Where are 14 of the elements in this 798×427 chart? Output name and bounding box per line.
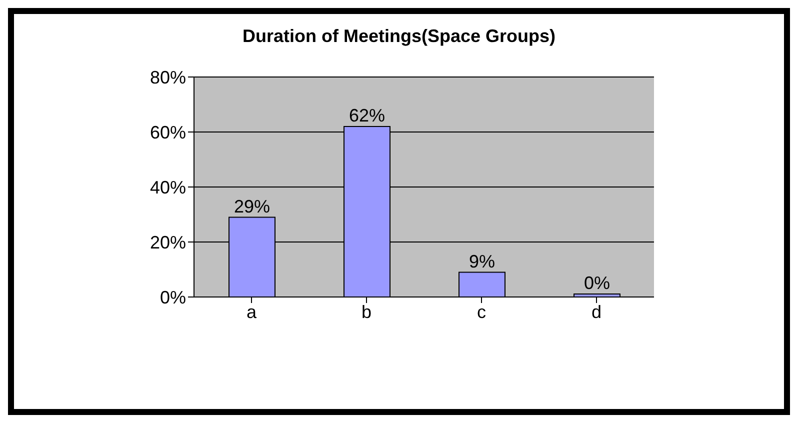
data-label: 9% <box>468 251 496 272</box>
x-tick-label: a <box>246 302 258 322</box>
y-tick-label: 80% <box>150 67 186 88</box>
x-tick-label: c <box>477 302 486 322</box>
data-label: 0% <box>584 273 610 293</box>
data-label: 29% <box>234 196 270 216</box>
x-tick-label: d <box>591 302 602 322</box>
chart-title: Duration of Meetings(Space Groups) <box>241 26 557 47</box>
y-tick-label: 0% <box>160 287 186 308</box>
y-tick-label: 20% <box>150 232 186 252</box>
y-tick-label: 60% <box>150 122 186 142</box>
x-tick-label: b <box>361 302 372 322</box>
y-tick-label: 40% <box>150 177 186 198</box>
data-label: 62% <box>348 106 386 126</box>
